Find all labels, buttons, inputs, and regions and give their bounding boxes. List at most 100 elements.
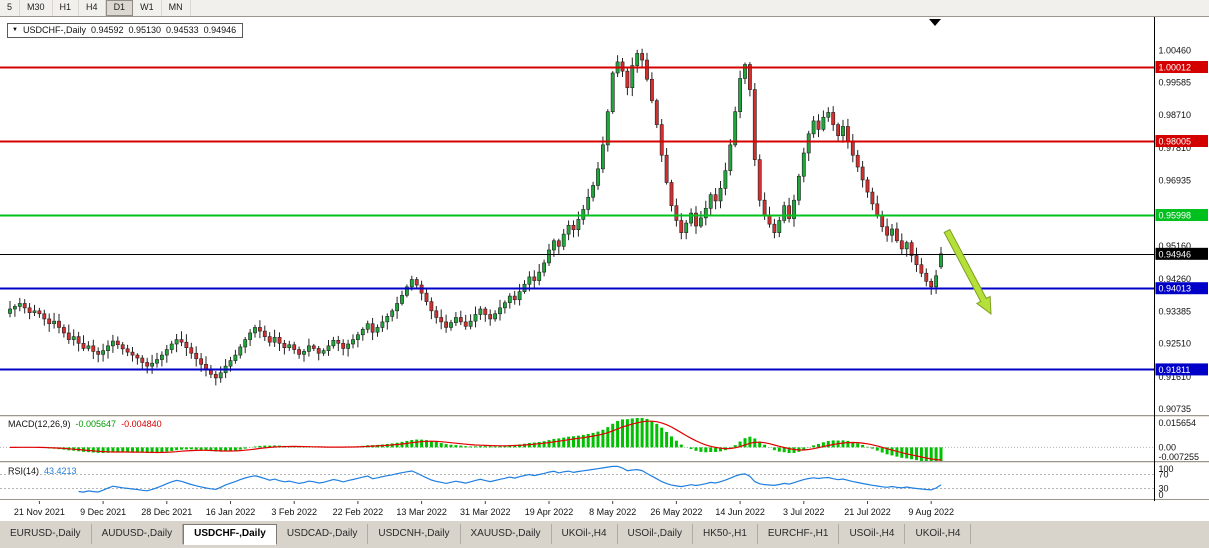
candle — [512, 295, 517, 301]
rsi-axis-label: 100 — [1159, 464, 1174, 474]
symbol-tab-usdcnhdaily[interactable]: USDCNH-,Daily — [368, 524, 461, 544]
candle — [532, 276, 537, 281]
symbol-tab-usdchfdaily[interactable]: USDCHF-,Daily — [183, 524, 277, 545]
candle — [267, 336, 272, 343]
candle — [336, 340, 341, 344]
candle — [576, 219, 581, 230]
candle — [698, 217, 703, 227]
candle — [194, 352, 199, 360]
symbol-tab-audusddaily[interactable]: AUDUSD-,Daily — [92, 524, 184, 544]
candle — [890, 228, 894, 236]
candle — [331, 340, 336, 347]
candle — [894, 228, 899, 242]
candle — [248, 332, 253, 340]
candle — [120, 344, 125, 350]
candle — [292, 344, 297, 350]
candle — [796, 175, 801, 201]
macd-signal-value: -0.004840 — [121, 419, 162, 429]
candle — [591, 185, 596, 198]
symbol-tab-ukoilh4[interactable]: UKOil-,H4 — [552, 524, 618, 544]
candle — [360, 328, 365, 336]
candle — [434, 310, 439, 318]
candle — [600, 144, 605, 170]
price-axis[interactable]: 1.004600.995850.987100.978100.969350.960… — [1154, 17, 1209, 501]
timeframe-button-d1[interactable]: D1 — [105, 0, 134, 16]
candle — [375, 327, 380, 333]
macd-axis-label: 0.015654 — [1159, 418, 1197, 428]
symbol-tab-eurusddaily[interactable]: EURUSD-,Daily — [0, 524, 92, 544]
timeframe-button-h1[interactable]: H1 — [53, 0, 80, 16]
candle — [424, 292, 429, 302]
macd-axis-label: -0.007255 — [1159, 452, 1200, 462]
candle — [640, 53, 645, 61]
symbol-tab-usoilh4[interactable]: USOil-,H4 — [839, 524, 906, 544]
candle — [365, 323, 370, 330]
candle — [76, 336, 81, 344]
candle — [483, 308, 488, 315]
candle — [787, 205, 792, 219]
candle — [899, 240, 904, 250]
candle — [37, 310, 42, 315]
symbol-tab-ukoilh4[interactable]: UKOil-,H4 — [905, 524, 972, 544]
candle — [625, 70, 630, 89]
macd-histogram[interactable] — [0, 418, 1155, 461]
chart-region: 1.004600.995850.987100.978100.969350.960… — [0, 17, 1209, 520]
symbol-tab-eurchfh1[interactable]: EURCHF-,H1 — [758, 524, 840, 544]
symbol-tab-usdcaddaily[interactable]: USDCAD-,Daily — [277, 524, 369, 544]
candle — [679, 220, 684, 233]
symbol-tab-usoildaily[interactable]: USOil-,Daily — [618, 524, 693, 544]
candle — [836, 124, 841, 136]
timeframe-button-m30[interactable]: M30 — [20, 0, 53, 16]
candle — [272, 337, 277, 343]
ohlc-close: 0.94946 — [203, 25, 237, 35]
candle — [939, 253, 943, 268]
chart-canvas[interactable]: 1.004600.995850.987100.978100.969350.960… — [0, 17, 1209, 520]
candle — [885, 226, 890, 236]
candle — [385, 316, 390, 323]
candle — [586, 196, 591, 210]
candle — [57, 320, 61, 328]
candle — [160, 354, 164, 360]
candle — [101, 350, 106, 355]
candle — [351, 339, 355, 345]
candle — [297, 349, 302, 355]
candle — [316, 348, 321, 354]
timeframe-button-mn[interactable]: MN — [162, 0, 191, 16]
trend-arrow-annotation[interactable] — [943, 228, 992, 316]
rsi-pane[interactable] — [0, 465, 1155, 493]
candle — [42, 313, 47, 320]
timeframe-button-w1[interactable]: W1 — [133, 0, 162, 16]
ohlc-open: 0.94592 — [90, 25, 124, 35]
candle — [904, 242, 909, 250]
timeframe-button-h4[interactable]: H4 — [79, 0, 106, 16]
candle — [850, 140, 855, 156]
chart-shift-marker-icon[interactable] — [929, 19, 941, 26]
time-axis-label: 3 Feb 2022 — [271, 507, 317, 517]
candle — [277, 337, 282, 344]
time-axis-label: 21 Nov 2021 — [14, 507, 65, 517]
timeframe-toolbar: 5 M30 H1 H4 D1 W1 MN — [0, 0, 1209, 17]
ohlc-high: 0.95130 — [128, 25, 162, 35]
candle — [498, 307, 502, 315]
symbol-tab-hk50h1[interactable]: HK50-,H1 — [693, 524, 758, 544]
collapse-triangle-icon[interactable]: ▼ — [12, 27, 18, 33]
time-axis-label: 21 Jul 2022 — [844, 507, 891, 517]
candle — [111, 340, 115, 347]
candlestick-series[interactable] — [8, 48, 943, 386]
candle — [169, 343, 174, 350]
candle — [654, 100, 659, 125]
price-axis-label: 0.94260 — [1159, 274, 1192, 284]
price-badge-label: 1.00012 — [1159, 63, 1192, 73]
candle — [17, 303, 22, 307]
candle — [257, 327, 262, 332]
time-axis[interactable]: 21 Nov 2021 9 Dec 2021 28 Dec 2021 16 Jan 2… — [14, 501, 954, 517]
timeframe-button-5[interactable]: 5 — [0, 0, 21, 16]
candle — [400, 295, 404, 304]
candle — [811, 120, 816, 135]
symbol-tab-xauusddaily[interactable]: XAUUSD-,Daily — [461, 524, 552, 544]
price-axis-label: 0.93385 — [1159, 306, 1192, 316]
candle — [694, 212, 698, 227]
candle — [463, 321, 468, 327]
candle — [380, 321, 385, 328]
candle — [870, 191, 875, 205]
